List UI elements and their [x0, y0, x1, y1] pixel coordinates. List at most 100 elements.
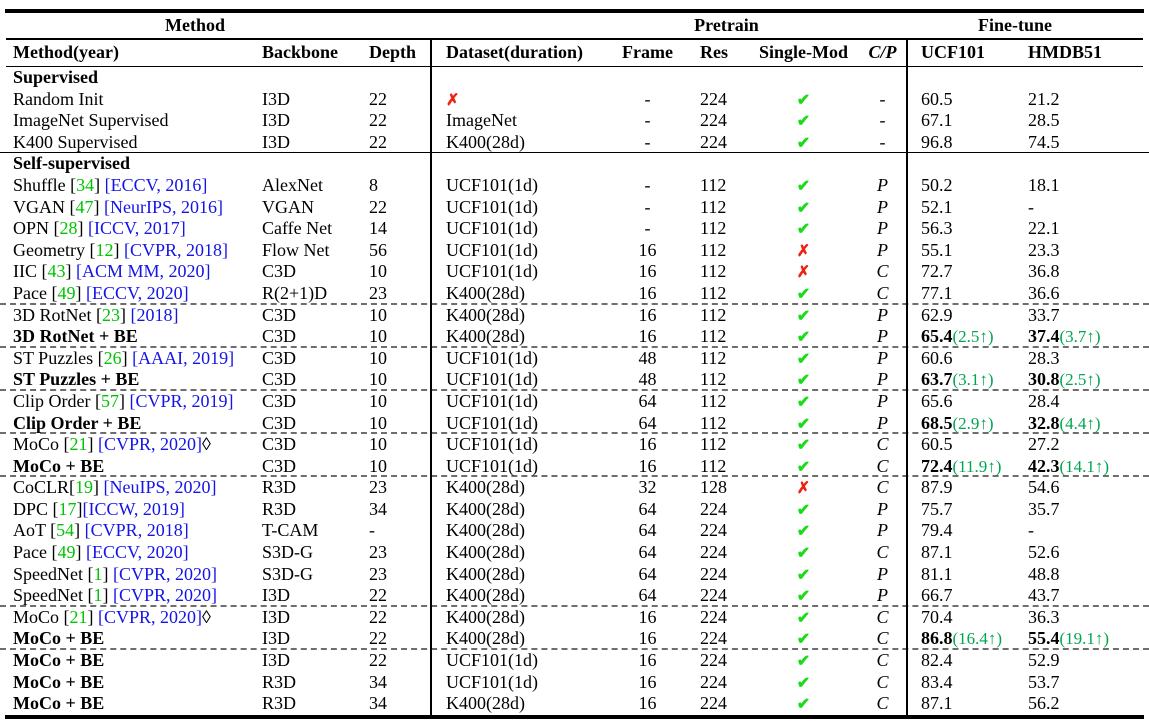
- cell-cp: C: [876, 477, 889, 498]
- cell-dataset: UCF101(1d): [446, 218, 539, 239]
- cell-dataset: UCF101(1d): [446, 174, 539, 195]
- group-header-finetune: Fine-tune: [978, 15, 1052, 35]
- col-header-single-mod: Single-Mod: [758, 42, 848, 62]
- cell-single-mod: ✔: [749, 413, 858, 433]
- table-row: Geometry [12] [CVPR, 2018] Flow Net 56 UCF1…: [0, 240, 1149, 262]
- cell-ucf101: 96.8: [921, 131, 953, 152]
- col-header-frame: Frame: [622, 42, 673, 62]
- cell-dataset: K400(28d): [446, 282, 525, 303]
- section-label: Supervised: [13, 67, 99, 87]
- cell-method: CoCLR[19] [NeuIPS, 2020]: [13, 477, 217, 498]
- check-icon: ✔: [796, 372, 811, 390]
- cell-single-mod: ✔: [749, 348, 858, 370]
- cell-frame: 64: [638, 585, 657, 606]
- cell-dataset: ImageNet: [446, 110, 517, 131]
- cell-cp: P: [877, 390, 888, 411]
- cell-method: Pace [49] [ECCV, 2020]: [13, 282, 189, 303]
- cell-res: 112: [700, 326, 727, 347]
- cell-depth: 22: [369, 585, 387, 606]
- check-icon: ✔: [796, 350, 811, 368]
- cell-backbone: R3D: [262, 498, 297, 519]
- cell-frame: 48: [638, 369, 657, 390]
- cell-backbone: I3D: [262, 131, 290, 152]
- cell-hmdb51: 35.7: [1028, 498, 1060, 519]
- cell-dataset: UCF101(1d): [446, 347, 539, 368]
- cell-cp: P: [877, 498, 888, 519]
- cell-depth: 10: [369, 347, 387, 368]
- cell-hmdb51: 54.6: [1028, 477, 1060, 498]
- check-icon: ✔: [796, 566, 811, 584]
- cell-res: 112: [700, 412, 727, 433]
- cell-frame: 64: [638, 412, 657, 433]
- cell-backbone: C3D: [262, 434, 297, 455]
- cell-cp: P: [877, 369, 888, 390]
- cell-frame: 16: [638, 606, 657, 627]
- table-row: Clip Order [57] [CVPR, 2019] C3D 10 UCF101(…: [0, 391, 1149, 413]
- cell-depth: 22: [369, 196, 387, 217]
- check-icon: ✔: [796, 523, 811, 541]
- cell-backbone: C3D: [262, 412, 297, 433]
- cell-hmdb51: 28.5: [1028, 110, 1060, 131]
- table-row: Clip Order + BE C3D 10 UCF101(1d) 64 112 ✔ P 68.…: [0, 413, 1149, 435]
- cell-frame: 16: [638, 434, 657, 455]
- cell-depth: 22: [369, 88, 387, 109]
- cell-backbone: C3D: [262, 304, 297, 325]
- cell-res: 112: [700, 239, 727, 260]
- check-icon: ✔: [796, 696, 811, 714]
- cell-depth: 23: [369, 282, 387, 303]
- table-row: K400 Supervised I3D 22 K400(28d) - 224 ✔ - 96.8 7…: [0, 132, 1149, 154]
- cell-cp: -: [879, 88, 886, 109]
- cell-dataset: K400(28d): [446, 563, 525, 584]
- cell-depth: 10: [369, 434, 387, 455]
- cell-hmdb51: 55.4(19.1↑): [1028, 628, 1110, 649]
- cell-ucf101: 86.8(16.4↑): [921, 628, 1003, 649]
- cell-cp: C: [876, 455, 889, 476]
- cell-method: DPC [17][ICCW, 2019]: [13, 498, 185, 519]
- cell-single-mod: ✔: [749, 89, 858, 111]
- cell-hmdb51: 32.8(4.4↑): [1028, 412, 1101, 433]
- cell-depth: 8: [369, 174, 378, 195]
- cell-method: 3D RotNet [23] [2018]: [13, 304, 179, 325]
- gain-annotation: (4.4↑): [1059, 413, 1101, 433]
- check-icon: ✔: [796, 307, 811, 325]
- cell-dataset: K400(28d): [446, 693, 525, 714]
- cell-single-mod: ✔: [749, 110, 858, 132]
- cell-res: 224: [700, 88, 727, 109]
- header-rule: [6, 38, 1143, 40]
- cell-backbone: R(2+1)D: [262, 282, 328, 303]
- cell-ucf101: 87.1: [921, 693, 953, 714]
- cell-single-mod: ✔: [749, 672, 858, 694]
- cell-hmdb51: 22.1: [1028, 218, 1060, 239]
- cell-res: 128: [700, 477, 727, 498]
- check-icon: ✔: [796, 437, 811, 455]
- cell-single-mod: ✗: [749, 477, 858, 499]
- check-icon: ✔: [796, 221, 811, 239]
- cell-depth: 22: [369, 628, 387, 649]
- table-row: AoT [54] [CVPR, 2018] T-CAM - K400(28d) 64 22…: [0, 520, 1149, 542]
- cell-frame: 64: [638, 542, 657, 563]
- cell-dataset: K400(28d): [446, 498, 525, 519]
- table-row: DPC [17][ICCW, 2019] R3D 34 K400(28d) 64 224 ✔…: [0, 499, 1149, 521]
- cell-res: 112: [700, 174, 727, 195]
- cell-res: 112: [700, 196, 727, 217]
- cell-cp: P: [877, 520, 888, 541]
- cell-dataset: UCF101(1d): [446, 412, 539, 433]
- cell-res: 224: [700, 671, 727, 692]
- cross-icon: ✗: [446, 91, 460, 109]
- cell-ucf101: 70.4: [921, 606, 953, 627]
- cell-frame: 16: [638, 650, 657, 671]
- cell-backbone: R3D: [262, 693, 297, 714]
- table-row: SpeedNet [1] [CVPR, 2020] S3D-G 23 K400(28d…: [0, 564, 1149, 586]
- cell-method: K400 Supervised: [13, 131, 138, 152]
- table-row: MoCo + BE R3D 34 K400(28d) 16 224 ✔ C 87.1 56.2: [0, 693, 1149, 715]
- cell-res: 112: [700, 261, 727, 282]
- check-icon: ✔: [796, 458, 811, 476]
- cell-depth: 10: [369, 455, 387, 476]
- cell-cp: P: [877, 174, 888, 195]
- cell-ucf101: 68.5(2.9↑): [921, 412, 994, 433]
- cell-hmdb51: 18.1: [1028, 174, 1060, 195]
- check-icon: ✔: [796, 653, 811, 671]
- cell-cp: P: [877, 326, 888, 347]
- cell-ucf101: 67.1: [921, 110, 953, 131]
- cell-backbone: C3D: [262, 455, 297, 476]
